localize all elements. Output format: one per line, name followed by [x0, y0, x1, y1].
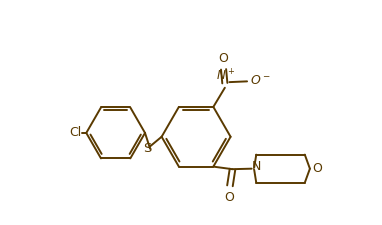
Text: O: O — [219, 52, 228, 65]
Text: O: O — [225, 191, 235, 204]
Text: Cl: Cl — [69, 126, 81, 140]
Text: $O^-$: $O^-$ — [249, 74, 270, 87]
Text: O: O — [312, 162, 322, 175]
Text: N: N — [252, 160, 262, 173]
Text: $N^+$: $N^+$ — [216, 68, 235, 83]
Text: S: S — [143, 142, 152, 155]
